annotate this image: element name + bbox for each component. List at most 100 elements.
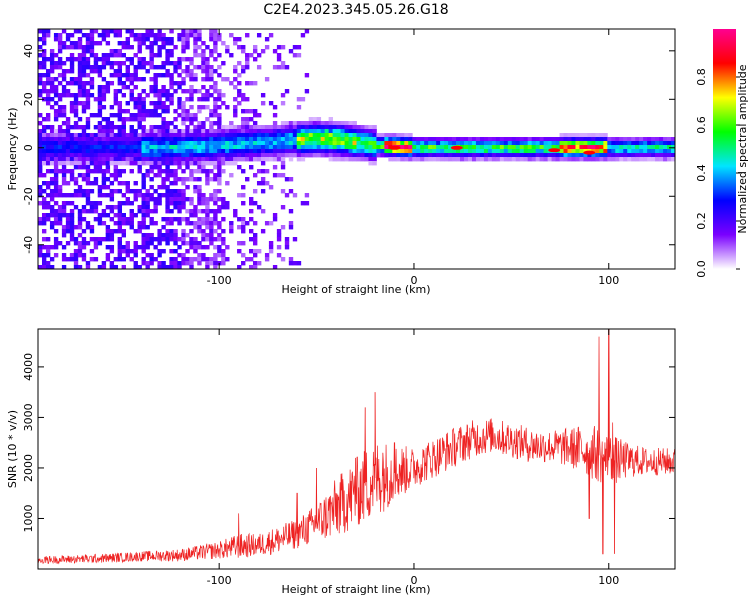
spectrogram-cell [300,33,306,38]
spectrogram-cell [189,149,194,154]
spectrogram-cell [125,221,130,226]
spectrogram-cell [113,153,119,158]
spectrogram-cell [101,169,107,174]
spectrogram-cell [41,29,47,34]
spectrogram-cell [432,137,437,142]
spectrogram-cell [276,153,282,158]
spectrogram-cell [249,125,254,130]
spectrogram-cell [49,105,55,110]
spectrogram-cell [129,157,134,162]
spectrogram-cell [165,121,170,126]
spectrogram-cell [360,149,365,154]
spectrogram-cell [65,81,71,86]
spectrogram-cell [165,157,170,162]
spectrogram-cell [109,81,115,86]
x-tick-label: 0 [410,274,417,287]
spectrogram-cell [85,189,91,194]
spectrogram-cell [213,153,218,158]
spectrogram-cell [93,153,99,158]
spectrogram-cell [185,177,190,182]
spectrogram-cell [189,61,194,66]
spectrogram-cell [165,217,170,222]
spectrogram-cell [475,145,481,150]
spectrogram-cell [340,121,345,126]
spectrogram-cell [181,141,186,146]
spectrogram-cell [121,193,126,198]
spectrogram-cell [201,137,206,142]
spectrogram-cell [45,133,51,138]
spectrogram-cell [177,189,182,194]
spectrogram-cell [85,261,91,266]
spectrogram-cell [53,89,59,94]
spectrogram-cell [376,149,381,154]
spectrogram-cell [400,137,405,142]
spectrogram-cell [197,133,202,138]
spectrogram-cell [432,153,437,158]
spectrogram-cell [181,197,186,202]
spectrogram-cell [117,237,123,242]
spectrogram-cell [113,133,119,138]
spectrogram-cell [177,137,182,142]
spectrogram-cell [45,97,51,102]
spectrogram-cell [93,29,99,34]
spectrogram-cell [73,153,79,158]
spectrogram-cell [81,149,87,154]
spectrogram-cell [77,165,83,170]
spectrogram-cell [217,121,222,126]
spectrogram-cell [320,125,326,130]
spectrogram-cell [161,141,166,146]
spectrogram-cell [57,157,63,162]
spectrogram-cell [61,133,67,138]
spectrogram-cell [201,69,206,74]
spectrogram-cell [145,61,150,66]
spectrogram-cell [193,149,198,154]
spectrogram-cell [615,157,620,162]
spectrogram-cell [41,97,47,102]
spectrogram-cell [65,169,71,174]
spectrogram-cell [276,137,282,142]
spectrogram-cell [85,177,91,182]
spectrogram-cell [41,253,47,258]
spectrogram-cell [659,145,664,150]
spectrogram-cell [145,237,150,242]
spectrogram-cell [221,133,226,138]
spectrogram-cell [165,97,170,102]
spectrogram-cell [225,129,230,134]
spectrogram-cell [121,161,126,166]
spectrogram-cell [511,145,517,150]
spectrogram-cell [209,141,214,146]
spectrogram-cell [264,37,270,42]
spectrogram-cell [161,133,166,138]
spectrogram-cell [424,149,429,154]
spectrogram-cell [384,149,389,154]
spectrogram-cell [348,121,353,126]
spectrogram-cell [201,169,206,174]
spectrogram-cell [117,53,123,58]
spectrogram-cell [97,73,103,78]
snr-x-ticks: -100 0 100 [207,329,619,587]
spectrogram-cell [185,29,190,34]
spectrogram-cell [69,173,75,178]
spectrogram-cell [304,129,310,134]
spectrogram-cell [65,217,71,222]
spectrogram-cell [591,149,596,154]
spectrogram-cell [209,233,214,238]
spectrogram-cell [41,189,47,194]
spectrogram-cell [197,261,202,266]
spectrogram-cell [65,45,71,50]
spectrogram-cell [316,129,322,134]
spectrogram-cell [368,161,373,166]
spectrogram-cell [85,149,91,154]
spectrogram-cell [53,177,59,182]
spectrogram-cell [165,165,170,170]
spectrogram-cell [535,137,541,142]
spectrogram-cell [137,221,142,226]
spectrogram-cell [129,257,134,262]
spectrogram-cell [436,141,441,146]
spectrogram-cell [659,157,664,162]
spectrogram-cell [579,157,584,162]
spectrogram-cell [651,149,656,154]
spectrogram-cell [249,229,254,234]
spectrogram-cell [141,233,146,238]
spectrogram-cell [57,145,63,150]
